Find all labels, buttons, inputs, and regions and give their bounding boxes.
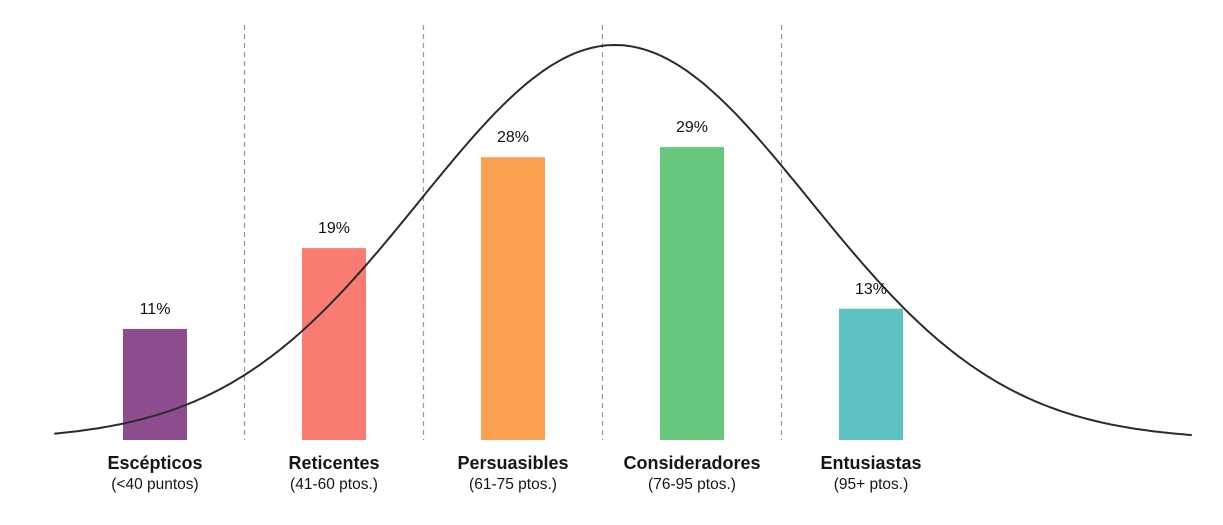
bar-escépticos bbox=[123, 328, 187, 440]
category-label-block: Escépticos (<40 puntos) bbox=[107, 452, 202, 495]
category-label-block: Entusiastas (95+ ptos.) bbox=[820, 452, 921, 495]
category-range: (<40 puntos) bbox=[111, 475, 199, 493]
category-name: Entusiastas bbox=[820, 453, 922, 473]
category-name: Reticentes bbox=[288, 453, 380, 473]
value-label: 29% bbox=[675, 119, 709, 137]
bar-entusiastas bbox=[839, 308, 903, 440]
category-name: Persuasibles bbox=[457, 453, 569, 473]
value-label: 28% bbox=[496, 129, 530, 147]
category-range: (61-75 ptos.) bbox=[469, 475, 557, 493]
category-label-block: Consideradores (76-95 ptos.) bbox=[623, 452, 760, 495]
distribution-curve bbox=[54, 43, 1192, 436]
bar-reticentes bbox=[302, 248, 366, 440]
category-range: (76-95 ptos.) bbox=[648, 475, 736, 493]
value-label: 11% bbox=[139, 300, 171, 318]
value-label: 19% bbox=[317, 220, 351, 238]
category-name: Consideradores bbox=[623, 453, 761, 473]
bar-persuasibles bbox=[481, 157, 545, 440]
category-label-block: Reticentes (41-60 ptos.) bbox=[288, 452, 379, 495]
category-label-block: Persuasibles (61-75 ptos.) bbox=[457, 452, 568, 495]
value-label: 13% bbox=[854, 280, 888, 298]
category-range: (95+ ptos.) bbox=[833, 475, 909, 493]
category-name: Escépticos bbox=[107, 453, 203, 473]
bar-consideradores bbox=[660, 147, 724, 440]
category-range: (41-60 ptos.) bbox=[290, 475, 378, 493]
